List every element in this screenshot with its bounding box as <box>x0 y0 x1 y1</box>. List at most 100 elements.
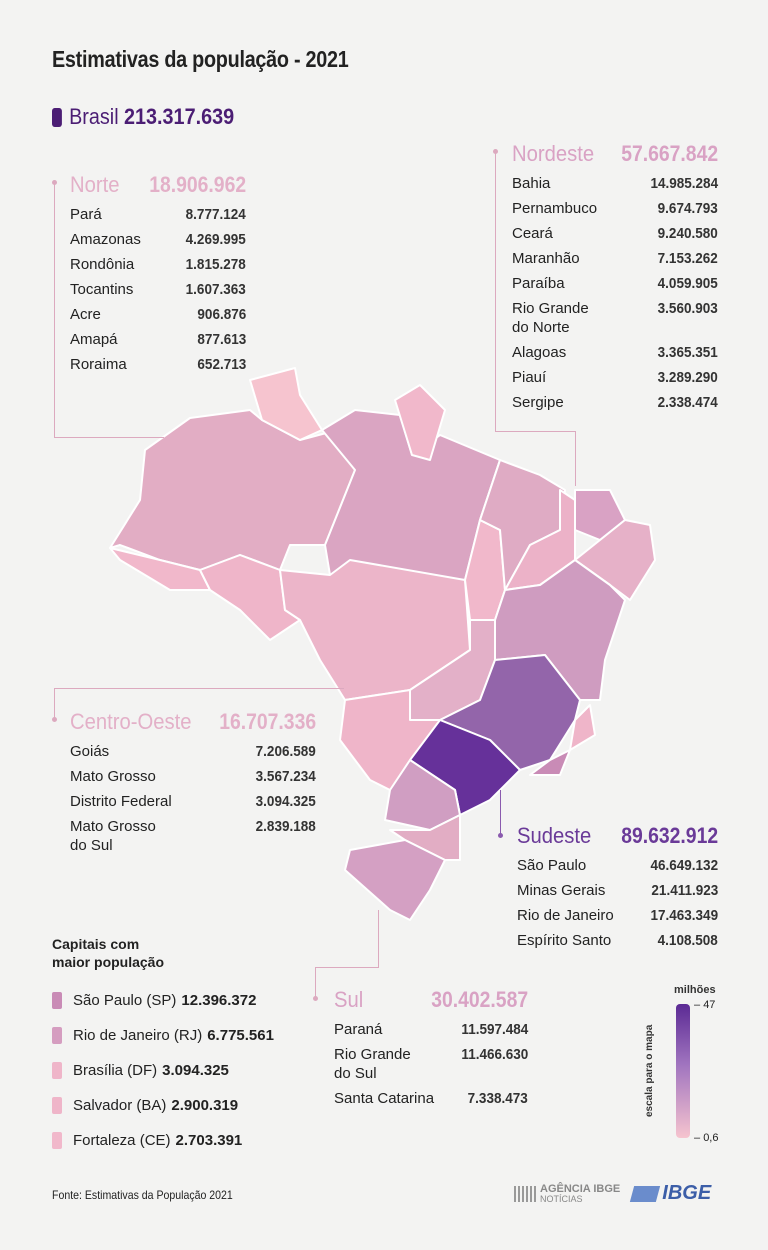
nordeste-dot-icon <box>493 149 498 154</box>
state-row: Sergipe 2.338.474 <box>512 390 718 415</box>
norte-dot-icon <box>52 180 57 185</box>
scale-gradient-bar <box>676 1004 690 1138</box>
region-total: 18.906.962 <box>149 172 246 197</box>
ibge-logo: IBGE <box>630 1182 712 1205</box>
centro-oeste-leader-line <box>54 688 55 720</box>
state-row: Distrito Federal 3.094.325 <box>70 789 316 814</box>
region-total: 16.707.336 <box>219 709 316 734</box>
logos: AGÊNCIA IBGE NOTÍCIAS IBGE <box>514 1182 711 1205</box>
state-name: Rio Grande do Norte <box>512 300 589 336</box>
state-row: Espírito Santo 4.108.508 <box>517 928 718 953</box>
state-row: Santa Catarina 7.338.473 <box>334 1086 528 1111</box>
state-row: Roraima 652.713 <box>70 352 246 377</box>
sul-leader-line-v2 <box>315 967 316 999</box>
region-name: Centro-Oeste <box>70 709 192 734</box>
capital-item: Fortaleza (CE) 2.703.391 <box>52 1123 292 1158</box>
state-row: São Paulo 46.649.132 <box>517 853 718 878</box>
state-name: Roraima <box>70 356 127 373</box>
state-value: 9.674.793 <box>657 200 718 217</box>
region-total: 57.667.842 <box>621 141 718 166</box>
state-row: Minas Gerais 21.411.923 <box>517 878 718 903</box>
state-name: São Paulo <box>517 857 587 874</box>
ibge-label: IBGE <box>662 1182 712 1204</box>
scale-max: – 47 <box>694 999 716 1011</box>
state-row: Rio Grande do Norte 3.560.903 <box>512 296 718 340</box>
norte-leader-line-h <box>54 437 164 438</box>
nordeste-leader-line-v2 <box>575 431 576 486</box>
state-name: Maranhão <box>512 250 580 267</box>
region-sul: Sul 30.402.587 Paraná 11.597.484 Rio Gran… <box>334 987 528 1111</box>
page-title: Estimativas da população - 2021 <box>52 46 349 72</box>
capital-name: Salvador (BA) <box>73 1097 167 1114</box>
region-centro-oeste: Centro-Oeste 16.707.336 Goiás 7.206.589 M… <box>70 709 316 858</box>
capital-swatch-icon <box>52 1132 62 1149</box>
state-amapa <box>394 384 446 461</box>
region-total: 89.632.912 <box>621 823 718 848</box>
capital-value: 2.900.319 <box>171 1097 239 1114</box>
brasil-swatch-icon <box>52 107 62 127</box>
capital-value: 3.094.325 <box>162 1062 229 1079</box>
state-name: Pernambuco <box>512 200 598 217</box>
capital-value: 6.775.561 <box>207 1027 274 1044</box>
state-value: 17.463.349 <box>650 907 718 924</box>
state-name: Amapá <box>70 331 118 348</box>
agencia-ibge-icon <box>514 1185 536 1202</box>
nordeste-leader-line <box>495 152 496 432</box>
state-name: Rio de Janeiro <box>517 907 614 924</box>
state-espirito-santo <box>569 704 596 751</box>
capital-name: Fortaleza (CE) <box>73 1132 171 1149</box>
state-value: 14.985.284 <box>650 175 718 192</box>
sudeste-leader-line <box>500 790 501 836</box>
agencia-label: AGÊNCIA IBGE <box>540 1182 621 1195</box>
state-value: 1.607.363 <box>185 281 246 298</box>
state-value: 652.713 <box>197 356 246 373</box>
state-value: 9.240.580 <box>657 225 718 242</box>
state-name: Minas Gerais <box>517 882 606 899</box>
capitals-legend: Capitais com maior população São Paulo (… <box>52 935 292 1158</box>
state-row: Rondônia 1.815.278 <box>70 252 246 277</box>
state-name: Alagoas <box>512 344 567 361</box>
state-row: Alagoas 3.365.351 <box>512 340 718 365</box>
state-name: Amazonas <box>70 231 141 248</box>
capital-item: São Paulo (SP) 12.396.372 <box>52 983 292 1018</box>
state-value: 4.059.905 <box>657 275 718 292</box>
centro-oeste-dot-icon <box>52 717 57 722</box>
state-row: Amazonas 4.269.995 <box>70 227 246 252</box>
state-name: Acre <box>70 306 101 323</box>
capital-swatch-icon <box>52 1027 62 1044</box>
sul-leader-line <box>378 910 379 968</box>
nordeste-leader-line-h <box>495 431 575 432</box>
state-value: 11.466.630 <box>461 1046 528 1063</box>
state-value: 3.094.325 <box>255 793 316 810</box>
agencia-sub-label: NOTÍCIAS <box>540 1193 583 1204</box>
state-row: Bahia 14.985.284 <box>512 171 718 196</box>
state-value: 2.839.188 <box>255 818 316 835</box>
state-row: Pará 8.777.124 <box>70 202 246 227</box>
state-value: 906.876 <box>197 306 246 323</box>
state-name: Paraná <box>334 1021 383 1038</box>
state-row: Pernambuco 9.674.793 <box>512 196 718 221</box>
state-row: Ceará 9.240.580 <box>512 221 718 246</box>
state-value: 3.289.290 <box>657 369 718 386</box>
state-row: Amapá 877.613 <box>70 327 246 352</box>
capitals-title: Capitais com maior população <box>52 936 165 970</box>
scale-min-value: 0,6 <box>703 1132 719 1144</box>
state-value: 7.206.589 <box>255 743 316 760</box>
agencia-ibge-logo: AGÊNCIA IBGE NOTÍCIAS <box>514 1182 621 1204</box>
state-rio-de-janeiro <box>529 749 571 776</box>
state-value: 4.269.995 <box>185 231 246 248</box>
state-row: Mato Grosso do Sul 2.839.188 <box>70 814 316 858</box>
state-value: 1.815.278 <box>185 256 246 273</box>
capital-item: Rio de Janeiro (RJ) 6.775.561 <box>52 1018 292 1053</box>
capital-item: Brasília (DF) 3.094.325 <box>52 1053 292 1088</box>
capital-name: Brasília (DF) <box>73 1062 158 1079</box>
state-value: 11.597.484 <box>461 1021 528 1038</box>
capital-swatch-icon <box>52 1097 62 1114</box>
capital-swatch-icon <box>52 992 62 1009</box>
region-name: Nordeste <box>512 141 595 166</box>
scale-max-value: 47 <box>703 999 716 1011</box>
color-scale-legend: milhões – 47 – 0,6 escala para o mapa <box>644 984 742 1154</box>
state-value: 3.567.234 <box>255 768 316 785</box>
state-name: Paraíba <box>512 275 565 292</box>
state-name: Santa Catarina <box>334 1090 435 1107</box>
